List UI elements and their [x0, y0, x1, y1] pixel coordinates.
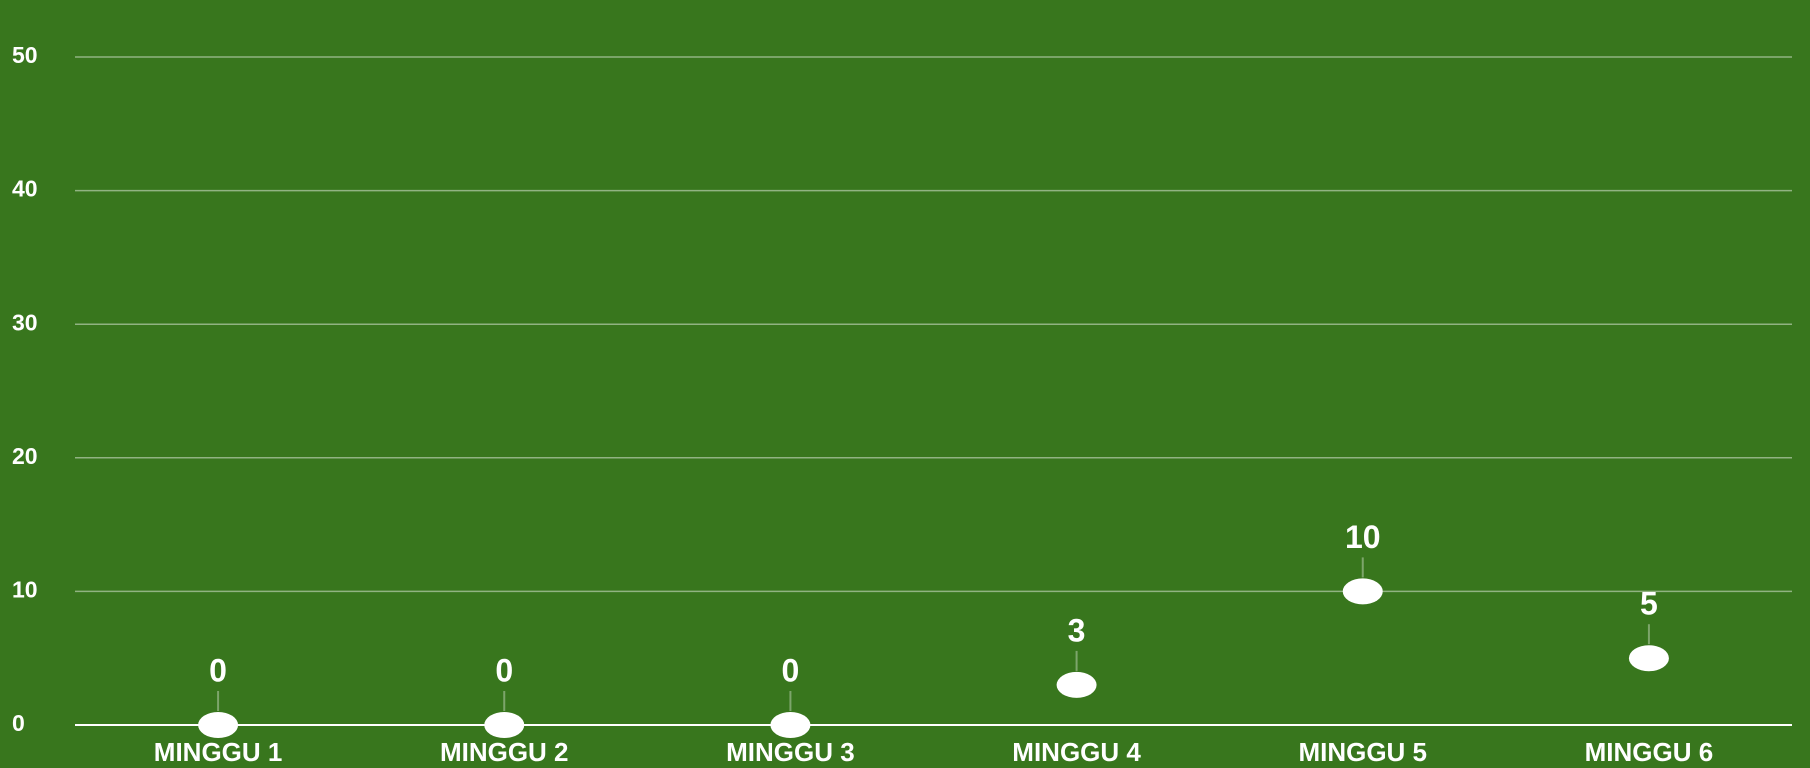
y-tick-label: 50: [12, 42, 38, 68]
point: [198, 712, 239, 738]
x-tick-label: MINGGU 6: [1585, 737, 1714, 767]
value-label: 10: [1345, 519, 1381, 555]
y-tick-label: 20: [12, 443, 38, 469]
point: [1056, 671, 1097, 698]
y-tick-label: 40: [12, 176, 38, 202]
x-tick-label: MINGGU 5: [1298, 737, 1427, 767]
value-label: 3: [1068, 612, 1086, 648]
y-tick-label: 10: [12, 576, 38, 602]
value-label: 0: [495, 652, 513, 688]
y-tick-label: 0: [12, 710, 25, 736]
y-tick-label: 30: [12, 309, 38, 335]
point: [770, 712, 811, 738]
point: [1342, 578, 1383, 605]
x-tick-label: MINGGU 1: [154, 737, 283, 767]
value-label: 0: [782, 652, 800, 688]
x-tick-label: MINGGU 2: [440, 737, 569, 767]
x-tick-label: MINGGU 3: [726, 737, 855, 767]
x-tick-label: MINGGU 4: [1012, 737, 1141, 767]
point: [484, 712, 525, 738]
value-label: 0: [209, 652, 227, 688]
value-label: 5: [1640, 586, 1658, 622]
point: [1628, 645, 1669, 672]
